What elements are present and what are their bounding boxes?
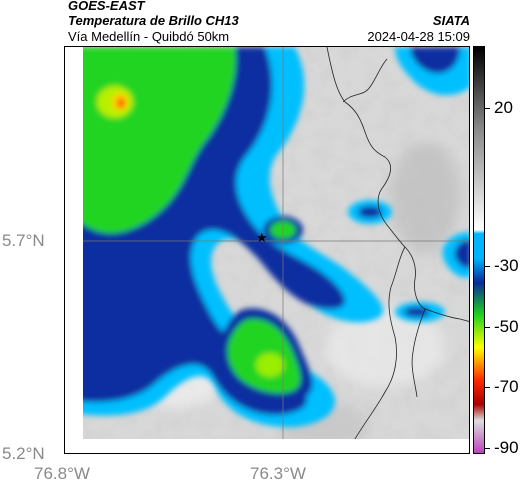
- y-tick-label: 5.2°N: [2, 444, 45, 463]
- product-title: Temperatura de Brillo CH13: [68, 13, 239, 28]
- satellite-name: GOES-EAST: [68, 0, 145, 13]
- temperature-colorbar: [473, 46, 485, 454]
- agency-label: SIATA: [432, 13, 470, 28]
- brightness-temperature-map[interactable]: ★: [64, 46, 470, 454]
- timestamp-label: 2024-04-28 15:09: [367, 29, 470, 44]
- colorbar-tick: [485, 387, 490, 388]
- colorbar-label: -30: [494, 256, 519, 275]
- region-subtitle: Vía Medellín - Quibdó 50km: [68, 29, 230, 44]
- colorbar-tick: [485, 327, 490, 328]
- colorbar-label: -90: [494, 438, 519, 457]
- y-tick-label: 5.7°N: [2, 231, 45, 250]
- x-tick-label: 76.3°W: [250, 464, 306, 483]
- colorbar-label: -70: [494, 377, 519, 396]
- colorbar-tick: [485, 108, 490, 109]
- x-tick-label: 76.8°W: [34, 464, 90, 483]
- colorbar-tick: [485, 266, 490, 267]
- colorbar-label: 20: [494, 98, 513, 117]
- colorbar-label: -50: [494, 317, 519, 336]
- star-icon: ★: [256, 230, 268, 245]
- colorbar-tick: [485, 448, 490, 449]
